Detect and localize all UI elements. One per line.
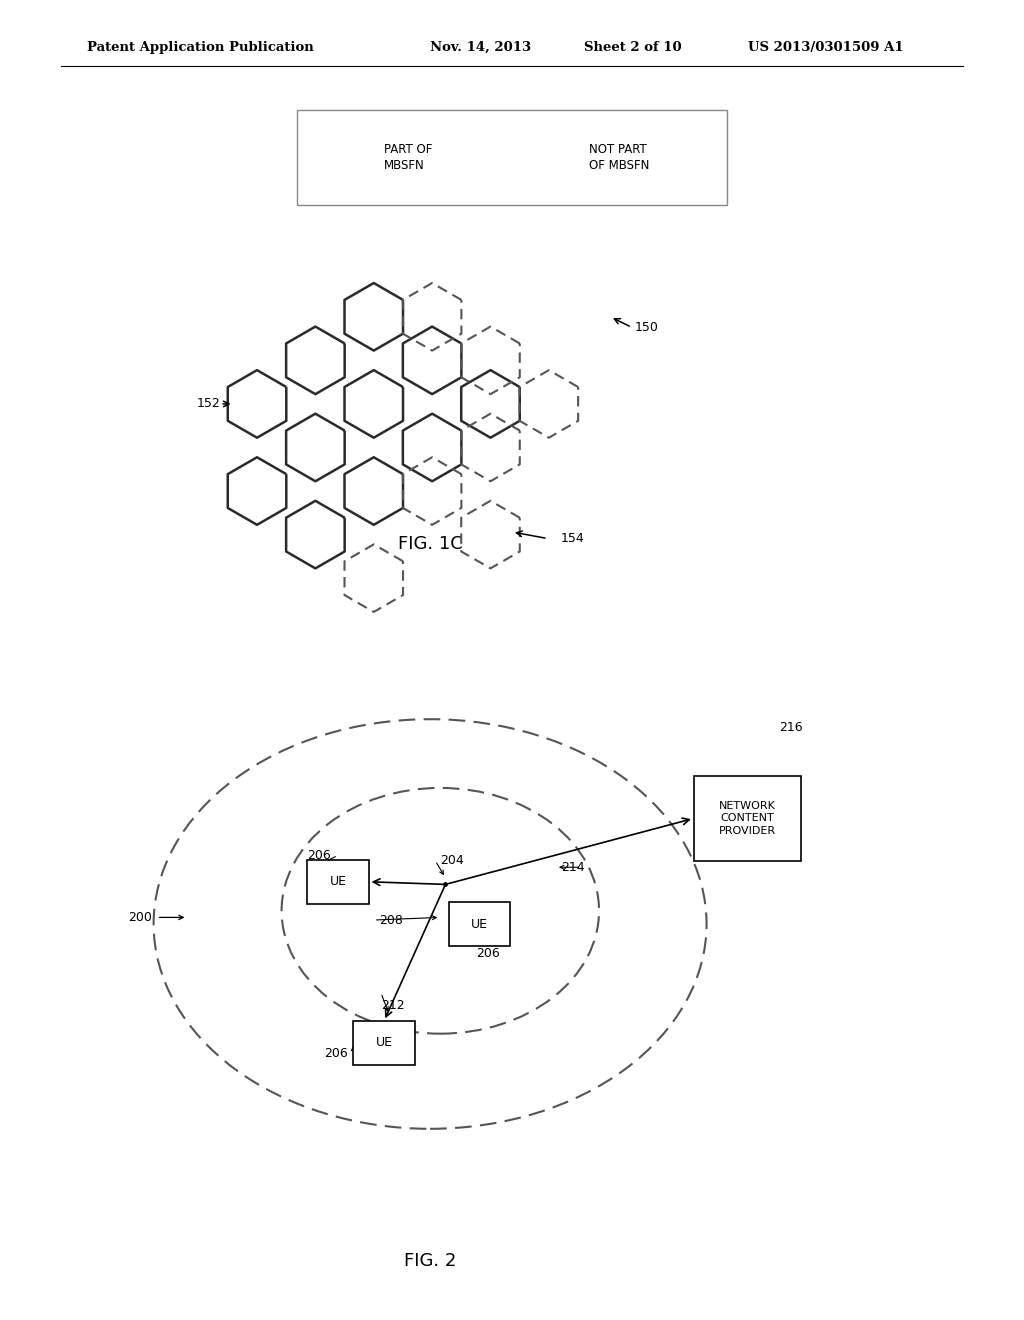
Text: 200: 200 [128,911,152,924]
Bar [307,861,369,903]
Text: 206: 206 [476,946,500,960]
Bar [297,110,727,205]
Bar [353,1022,415,1064]
Text: US 2013/0301509 A1: US 2013/0301509 A1 [748,41,903,54]
Text: 216: 216 [778,721,803,734]
Bar [449,903,510,945]
Text: NETWORK
CONTENT
PROVIDER: NETWORK CONTENT PROVIDER [719,801,776,836]
Text: FIG. 1C: FIG. 1C [397,535,463,553]
Text: 154: 154 [561,532,585,545]
Text: 150: 150 [635,321,658,334]
Text: 212: 212 [381,999,404,1012]
Text: 206: 206 [307,849,331,862]
Text: Sheet 2 of 10: Sheet 2 of 10 [584,41,681,54]
Text: NOT PART
OF MBSFN: NOT PART OF MBSFN [589,143,649,172]
Text: FIG. 2: FIG. 2 [403,1251,457,1270]
Text: Nov. 14, 2013: Nov. 14, 2013 [430,41,531,54]
Text: Patent Application Publication: Patent Application Publication [87,41,313,54]
Text: PART OF
MBSFN: PART OF MBSFN [384,143,432,172]
Text: UE: UE [471,917,487,931]
Text: UE: UE [330,875,346,888]
Text: 214: 214 [561,861,585,874]
Text: UE: UE [376,1036,392,1049]
Bar [694,776,801,861]
Text: 152: 152 [197,397,220,411]
Text: 208: 208 [379,913,402,927]
Text: 204: 204 [440,854,464,867]
Text: 206: 206 [325,1047,348,1060]
